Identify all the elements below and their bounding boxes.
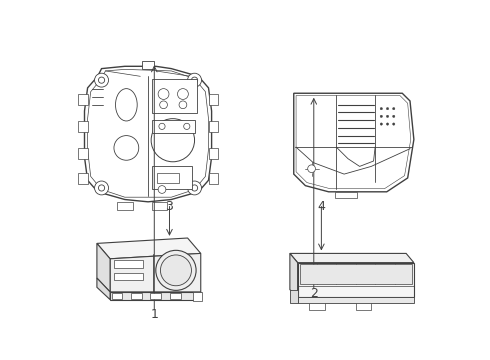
Bar <box>78 173 88 184</box>
Bar <box>209 148 218 159</box>
Circle shape <box>380 123 383 125</box>
Circle shape <box>308 165 316 172</box>
Polygon shape <box>290 253 414 263</box>
Bar <box>152 202 168 210</box>
Text: 2: 2 <box>310 287 318 300</box>
Polygon shape <box>97 243 110 292</box>
Circle shape <box>160 255 192 286</box>
Polygon shape <box>97 278 110 300</box>
Bar <box>290 289 297 303</box>
Bar <box>170 293 181 299</box>
Circle shape <box>380 115 383 117</box>
Circle shape <box>177 89 188 99</box>
Bar <box>152 120 196 132</box>
Circle shape <box>159 123 165 130</box>
Bar <box>131 293 142 299</box>
Circle shape <box>392 123 395 125</box>
Circle shape <box>156 250 196 291</box>
Text: 4: 4 <box>318 200 325 213</box>
Circle shape <box>95 181 108 195</box>
Circle shape <box>95 73 108 87</box>
Bar <box>335 192 357 198</box>
Circle shape <box>392 108 395 110</box>
Ellipse shape <box>116 89 137 121</box>
Circle shape <box>386 115 389 117</box>
Circle shape <box>386 123 389 125</box>
Bar <box>209 121 218 132</box>
Bar <box>356 303 371 310</box>
Bar <box>157 172 179 183</box>
Bar <box>152 166 192 189</box>
Circle shape <box>151 119 195 162</box>
Bar <box>142 61 154 69</box>
Circle shape <box>192 77 197 83</box>
Circle shape <box>98 77 105 83</box>
Bar <box>193 292 202 301</box>
Circle shape <box>392 115 395 117</box>
Circle shape <box>188 181 201 195</box>
Bar <box>209 173 218 184</box>
Circle shape <box>114 136 139 160</box>
Bar <box>78 148 88 159</box>
Bar <box>117 202 133 210</box>
Circle shape <box>188 73 201 87</box>
Polygon shape <box>294 93 414 192</box>
Circle shape <box>386 108 389 110</box>
Polygon shape <box>290 253 297 297</box>
Bar <box>209 94 218 105</box>
Bar <box>114 260 144 268</box>
Circle shape <box>160 101 168 109</box>
Bar <box>309 303 325 310</box>
Circle shape <box>158 186 166 193</box>
Circle shape <box>192 185 197 191</box>
Bar <box>114 273 144 280</box>
Polygon shape <box>110 292 201 300</box>
Text: 1: 1 <box>150 308 158 321</box>
Circle shape <box>158 89 169 99</box>
Polygon shape <box>297 263 414 297</box>
Bar <box>150 293 161 299</box>
Circle shape <box>179 101 187 109</box>
Text: 3: 3 <box>166 200 173 213</box>
Circle shape <box>184 123 190 130</box>
Polygon shape <box>300 264 412 284</box>
Polygon shape <box>110 253 201 292</box>
Bar <box>297 297 414 303</box>
Polygon shape <box>84 66 212 202</box>
Polygon shape <box>97 238 201 259</box>
Bar <box>78 94 88 105</box>
Circle shape <box>380 108 383 110</box>
Circle shape <box>98 185 105 191</box>
Bar <box>112 293 122 299</box>
Bar <box>78 121 88 132</box>
Bar <box>152 78 197 113</box>
